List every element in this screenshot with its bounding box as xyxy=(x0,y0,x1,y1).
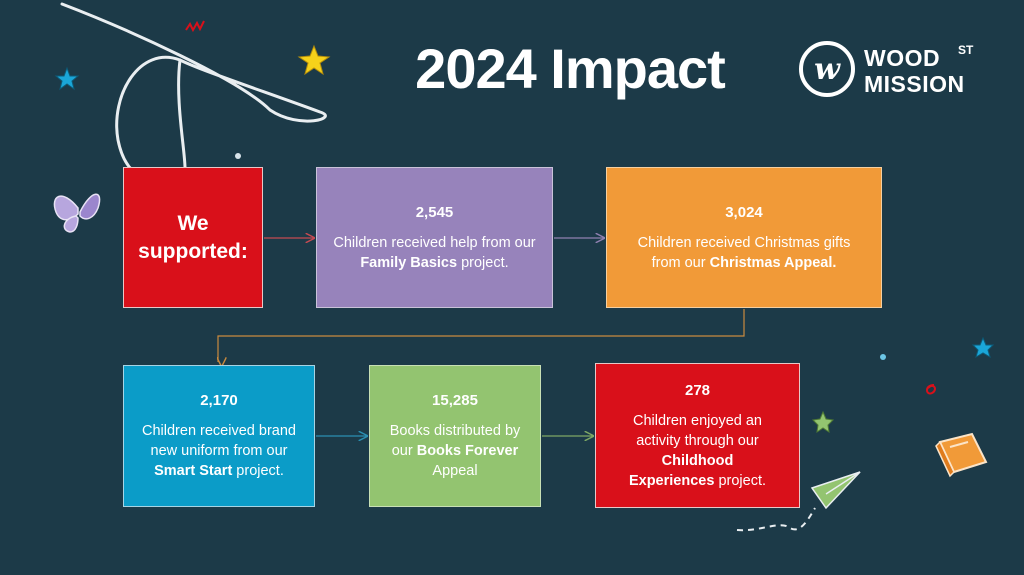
lead-line-2: supported: xyxy=(138,239,248,263)
stat-value: 2,545 xyxy=(415,203,454,221)
stat-box-books-forever: 15,285 Books distributed by our Books Fo… xyxy=(369,365,541,507)
we-supported-box: We supported: xyxy=(123,167,263,308)
swirl-line xyxy=(60,2,327,172)
star-icon xyxy=(811,410,835,434)
lead-line-1: We xyxy=(177,211,209,235)
flight-trail xyxy=(736,507,816,532)
star-icon xyxy=(54,66,80,91)
butterfly-icon xyxy=(53,193,101,233)
svg-text:w: w xyxy=(814,52,841,87)
stat-box-childhood-experiences: 278 Children enjoyed an activity through… xyxy=(595,363,800,508)
star-icon xyxy=(971,336,995,359)
book-icon xyxy=(935,432,988,478)
stat-value: 3,024 xyxy=(725,203,763,221)
logo-text-st: ST xyxy=(958,43,974,57)
stat-value: 278 xyxy=(684,381,711,399)
star-icon xyxy=(297,44,331,76)
squiggle-icon xyxy=(926,384,936,395)
arrow-christmas-to-uniform xyxy=(218,309,745,362)
stat-box-family-basics: 2,545 Children received help from our Fa… xyxy=(316,167,553,308)
stat-box-smart-start: 2,170 Children received brand new unifor… xyxy=(123,365,315,507)
stat-description: Books distributed by our Books Forever A… xyxy=(389,423,521,479)
wood-st-mission-logo: w WOOD ST MISSION xyxy=(798,40,988,102)
logo-text-wood: WOOD xyxy=(864,45,941,71)
paper-plane-icon xyxy=(810,471,861,510)
stat-description: Children enjoyed an activity through our… xyxy=(628,412,767,489)
stat-description: Children received help from our Family B… xyxy=(333,234,536,271)
page-title: 2024 Impact xyxy=(415,37,726,100)
logo-mark-icon: w xyxy=(799,41,855,97)
logo-text-mission: MISSION xyxy=(864,71,965,97)
swirl-line xyxy=(177,58,187,170)
dot-icon xyxy=(235,153,241,159)
dot-icon xyxy=(880,354,886,360)
stat-value: 2,170 xyxy=(200,392,238,409)
stat-description: Children received brand new uniform from… xyxy=(142,423,296,479)
stat-value: 15,285 xyxy=(432,392,478,409)
stat-box-christmas-appeal: 3,024 Children received Christmas gifts … xyxy=(606,167,882,308)
stat-description: Children received Christmas gifts from o… xyxy=(637,234,851,271)
squiggle-icon xyxy=(185,20,205,33)
